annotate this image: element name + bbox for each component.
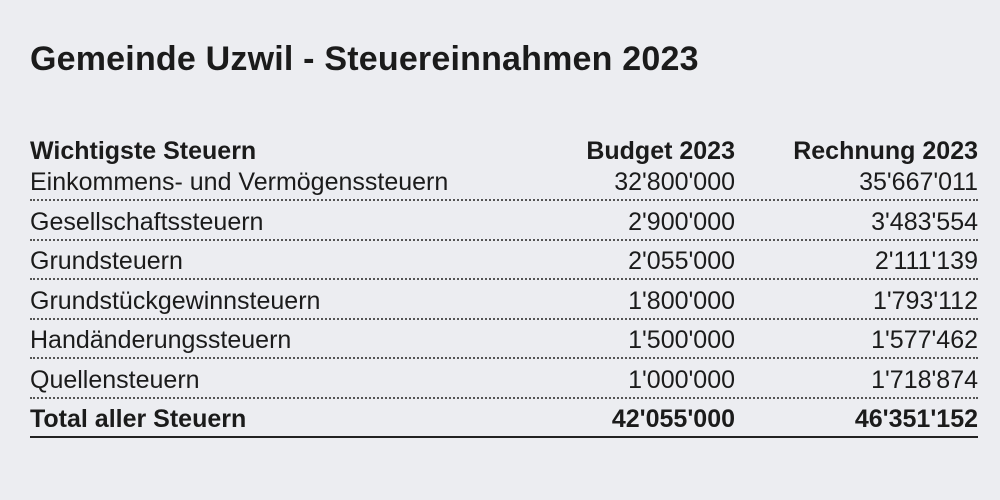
table-header-row: Wichtigste Steuern Budget 2023 Rechnung …: [30, 128, 978, 168]
table-row: Grundsteuern 2'055'000 2'111'139: [30, 241, 978, 280]
tax-table: Wichtigste Steuern Budget 2023 Rechnung …: [30, 128, 978, 438]
row-tax-name: Grundsteuern: [30, 247, 183, 275]
row-rechnung-value: 1'793'112: [872, 286, 978, 315]
row-rechnung-value: 2'111'139: [874, 247, 978, 275]
header-tax-type: Wichtigste Steuern: [30, 137, 257, 165]
total-label: Total aller Steuern: [30, 405, 247, 433]
row-tax-name: Quellensteuern: [30, 365, 200, 394]
page-title: Gemeinde Uzwil - Steuereinnahmen 2023: [30, 40, 699, 78]
total-rechnung-value: 46'351'152: [854, 405, 978, 433]
header-budget: Budget 2023: [586, 137, 735, 165]
row-rechnung-value: 1'577'462: [871, 326, 978, 354]
row-tax-name: Gesellschaftssteuern: [30, 207, 264, 236]
row-rechnung-value: 1'718'874: [871, 365, 978, 394]
table-row: Grundstückgewinnsteuern 1'800'000 1'793'…: [30, 280, 978, 320]
row-budget-value: 1'800'000: [628, 286, 735, 315]
row-budget-value: 32'800'000: [614, 168, 735, 196]
total-budget-value: 42'055'000: [611, 405, 735, 433]
table-row: Quellensteuern 1'000'000 1'718'874: [30, 359, 978, 399]
table-row: Handänderungssteuern 1'500'000 1'577'462: [30, 320, 978, 359]
table-row: Gesellschaftssteuern 2'900'000 3'483'554: [30, 201, 978, 241]
row-budget-value: 2'900'000: [628, 207, 735, 236]
row-tax-name: Handänderungssteuern: [30, 326, 292, 354]
header-rechnung: Rechnung 2023: [793, 137, 978, 165]
table-total-row: Total aller Steuern 42'055'000 46'351'15…: [30, 399, 978, 438]
row-budget-value: 1'000'000: [628, 365, 735, 394]
row-tax-name: Grundstückgewinnsteuern: [30, 286, 321, 315]
row-tax-name: Einkommens- und Vermögenssteuern: [30, 168, 449, 196]
row-budget-value: 2'055'000: [628, 247, 735, 275]
table-row: Einkommens- und Vermögenssteuern 32'800'…: [30, 168, 978, 201]
row-rechnung-value: 3'483'554: [871, 207, 978, 236]
row-budget-value: 1'500'000: [628, 326, 735, 354]
row-rechnung-value: 35'667'011: [859, 168, 978, 196]
